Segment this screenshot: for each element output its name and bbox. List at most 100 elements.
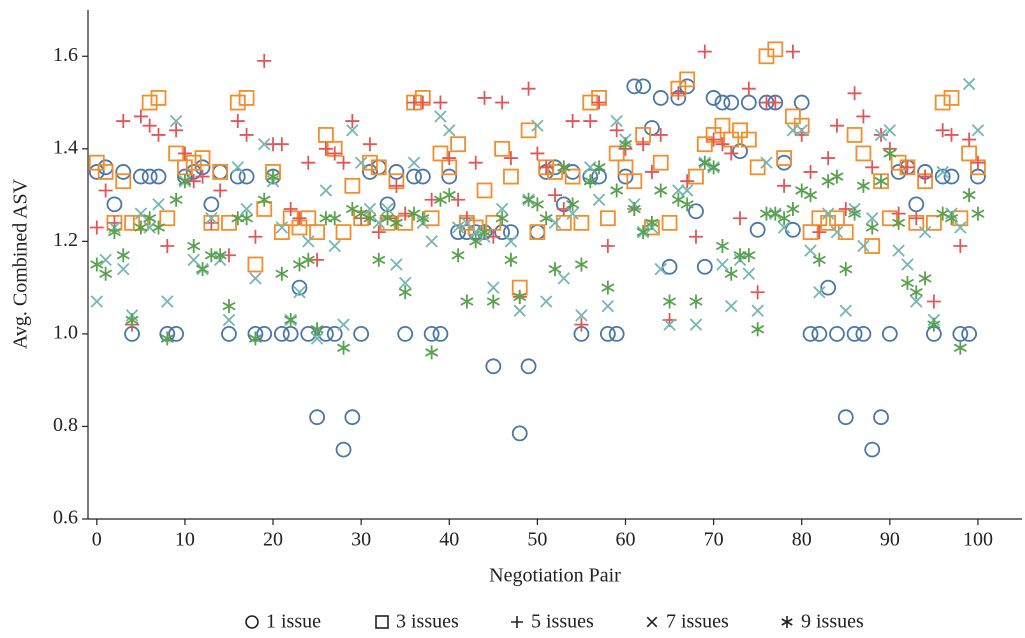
marker-asterisk	[213, 248, 227, 263]
x-tick-label: 60	[615, 529, 635, 551]
marker-plus	[962, 132, 977, 147]
marker-plus	[953, 238, 968, 253]
marker-x	[874, 128, 888, 142]
marker-circle	[115, 164, 132, 180]
marker-square	[485, 214, 502, 231]
marker-asterisk	[389, 215, 403, 230]
marker-plus	[442, 151, 457, 166]
marker-x	[381, 202, 394, 216]
marker-circle	[961, 326, 978, 342]
marker-plus	[600, 238, 615, 253]
marker-x	[90, 295, 104, 308]
marker-plus	[847, 86, 862, 101]
marker-plus	[230, 114, 245, 129]
marker-square	[608, 145, 625, 162]
marker-plus	[829, 118, 844, 133]
marker-square	[375, 615, 389, 629]
marker-x	[513, 304, 526, 318]
marker-square	[881, 210, 898, 227]
marker-plus	[292, 211, 307, 226]
marker-asterisk	[116, 248, 130, 263]
marker-circle	[326, 326, 343, 342]
marker-square	[564, 168, 581, 185]
marker-x	[742, 267, 756, 280]
marker-asterisk	[266, 169, 280, 184]
marker-plus	[318, 141, 333, 156]
marker-x	[821, 207, 835, 220]
marker-x	[751, 304, 764, 318]
marker-plus	[539, 160, 554, 175]
marker-asterisk	[839, 262, 853, 277]
marker-x	[865, 211, 879, 225]
marker-asterisk	[601, 280, 615, 295]
y-axis-label: Avg. Combined ASV	[10, 178, 32, 349]
marker-asterisk	[654, 183, 668, 198]
marker-plus	[310, 252, 325, 267]
y-tick-label: 1.2	[53, 229, 78, 251]
marker-square	[626, 173, 643, 190]
marker-x	[566, 207, 579, 220]
marker-asterisk	[812, 252, 826, 267]
marker-asterisk	[689, 294, 703, 309]
marker-square	[925, 214, 942, 231]
marker-asterisk	[107, 225, 121, 240]
marker-x	[724, 299, 738, 313]
marker-asterisk	[125, 313, 139, 328]
marker-asterisk	[821, 174, 835, 189]
legend: 1 issue 3 issues 5 issues 7 issues 9 issues	[245, 611, 864, 633]
x-tick-label: 90	[880, 529, 900, 551]
marker-asterisk	[442, 188, 456, 203]
marker-x	[443, 124, 456, 137]
marker-square	[837, 224, 854, 241]
marker-circle	[652, 90, 669, 106]
y-tick-label: 1.4	[53, 136, 78, 158]
marker-circle	[221, 326, 237, 342]
marker-plus	[583, 114, 598, 129]
marker-square	[432, 145, 449, 162]
marker-circle	[441, 168, 458, 185]
marker-plus	[511, 616, 523, 628]
marker-circle	[423, 326, 440, 342]
x-tick-label: 0	[92, 529, 102, 551]
marker-circle	[785, 221, 801, 238]
marker-asterisk	[557, 160, 571, 175]
marker-x	[557, 272, 571, 285]
legend-label: 3 issues	[396, 611, 459, 633]
marker-x	[795, 124, 808, 137]
marker-circle	[353, 326, 370, 342]
marker-plus	[133, 109, 148, 124]
marker-asterisk	[301, 252, 315, 267]
marker-asterisk	[513, 289, 527, 304]
marker-x	[910, 295, 923, 308]
marker-x	[434, 110, 447, 123]
marker-circle	[511, 425, 528, 442]
marker-plus	[116, 114, 131, 129]
marker-square	[520, 122, 537, 139]
marker-plus	[750, 285, 765, 300]
marker-plus	[935, 123, 950, 138]
marker-plus	[468, 155, 483, 170]
marker-asterisk	[292, 257, 307, 272]
marker-x	[883, 124, 897, 137]
marker-circle	[608, 326, 625, 342]
marker-square	[732, 122, 748, 139]
marker-asterisk	[566, 197, 580, 212]
marker-circle	[908, 196, 925, 213]
marker-asterisk	[618, 137, 633, 152]
marker-asterisk	[610, 183, 624, 198]
marker-circle	[106, 196, 123, 213]
marker-circle	[141, 168, 158, 185]
marker-circle	[97, 159, 114, 176]
marker-circle	[846, 326, 863, 342]
marker-x	[936, 165, 949, 179]
marker-square	[952, 210, 969, 227]
marker-square	[370, 159, 387, 176]
marker-asterisk	[786, 201, 800, 216]
marker-plus	[706, 132, 721, 147]
marker-square	[450, 136, 466, 153]
marker-plus	[521, 81, 536, 96]
marker-asterisk	[469, 234, 483, 249]
marker-plus	[160, 238, 175, 253]
marker-circle	[529, 224, 546, 241]
marker-x	[390, 258, 403, 271]
